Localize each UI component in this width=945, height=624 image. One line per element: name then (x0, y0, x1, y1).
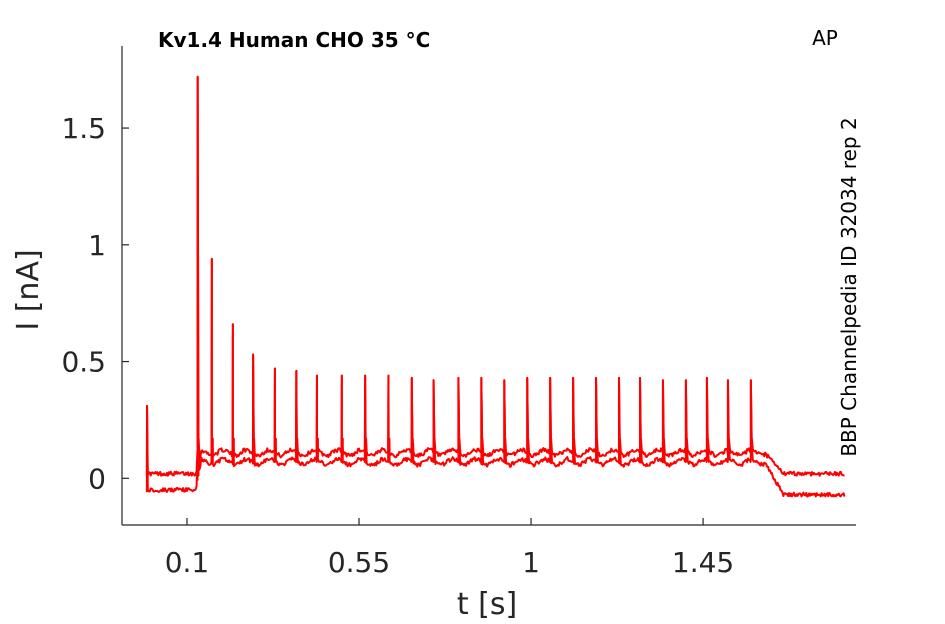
current-trace-2 (145, 75, 846, 498)
x-tick-label: 1.45 (672, 546, 734, 579)
current-trace-1 (145, 75, 845, 477)
x-tick-label: 0.55 (328, 546, 390, 579)
x-tick-label: 1 (522, 546, 540, 579)
y-ticks: 0 0.5 1 1.5 (61, 112, 129, 495)
x-tick-label: 0.1 (165, 546, 210, 579)
x-axis-label: t [s] (457, 587, 517, 622)
chart-title: Kv1.4 Human CHO 35 °C (158, 28, 430, 52)
x-ticks: 0.1 0.55 1 1.45 (165, 518, 734, 579)
side-label: BBP Channelpedia ID 32034 rep 2 (837, 117, 861, 456)
corner-label: AP (812, 26, 838, 50)
y-tick-label: 0 (88, 462, 106, 495)
y-tick-label: 0.5 (61, 346, 106, 379)
y-tick-label: 1 (88, 229, 106, 262)
y-axis-label: I [nA] (11, 249, 46, 330)
traces (145, 75, 846, 498)
y-tick-label: 1.5 (61, 112, 106, 145)
